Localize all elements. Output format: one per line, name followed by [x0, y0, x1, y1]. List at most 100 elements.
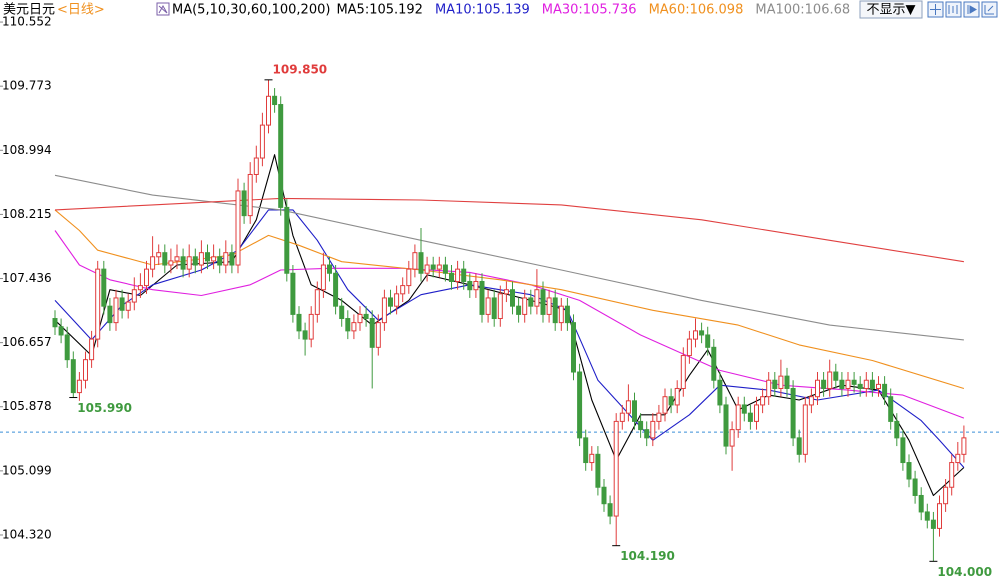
candle-body [241, 190, 247, 217]
legend-entry: MA60:106.098 [649, 3, 744, 18]
hide-button[interactable] [859, 0, 923, 19]
candle-body [302, 330, 308, 340]
y-tick-label: 107.436 [2, 271, 52, 285]
candle-body [229, 252, 235, 266]
candle-body [479, 280, 485, 315]
candle-body [754, 404, 759, 422]
candle-body [888, 396, 894, 422]
candle-body [95, 268, 101, 340]
candle-body [247, 173, 253, 217]
candle-body [534, 289, 540, 307]
candle-body [815, 379, 820, 398]
candle-body [442, 264, 448, 274]
candle-body [760, 396, 766, 406]
candle-body [528, 297, 534, 307]
candle-body [467, 280, 473, 291]
ma-line [54, 230, 965, 419]
candle-body [461, 268, 467, 282]
candle-body [339, 305, 345, 320]
candle-body [186, 256, 192, 270]
candle-body [253, 157, 259, 175]
extreme-label: 104.000 [937, 565, 992, 579]
hide-button-label[interactable]: 不显示▼ [867, 3, 916, 18]
candle-body [101, 268, 107, 307]
candle-body [619, 412, 625, 422]
indicator-icon-glyph [158, 4, 168, 14]
candle-body [741, 404, 747, 414]
y-tick-label: 106.657 [2, 335, 52, 349]
candle-body [107, 305, 113, 324]
candle-body [363, 313, 369, 320]
candle-body [89, 338, 95, 361]
candle-body [699, 330, 705, 336]
candle-body [705, 334, 711, 348]
tool-icon-glyph [967, 5, 977, 14]
candle-body [869, 379, 875, 389]
extreme-label: 104.190 [620, 549, 675, 563]
candle-body [259, 124, 265, 159]
candle-body [876, 383, 881, 389]
y-tick-label: 110.552 [2, 15, 52, 29]
candle-body [607, 503, 613, 517]
candle-body [345, 318, 351, 332]
candle-body [894, 420, 900, 439]
candle-body [272, 95, 278, 106]
candle-body [516, 305, 522, 315]
candle-body [113, 297, 119, 324]
candle-body [522, 297, 528, 315]
candle-body [601, 486, 607, 505]
legend-entry: MA5:105.192 [336, 3, 423, 18]
candle-body [595, 453, 601, 488]
candle-body [83, 359, 88, 381]
candle-body [583, 437, 589, 464]
candle-body [503, 289, 509, 295]
candle-body [137, 285, 143, 291]
candle-body [351, 322, 357, 332]
candle-body [900, 437, 906, 464]
candle-body [180, 256, 186, 270]
candle-body [937, 503, 942, 529]
candle-body [381, 297, 387, 324]
header: 美元日元 <日线> MA(5,10,30,60,100,200) MA5:105… [3, 0, 998, 19]
candle-body [943, 486, 949, 505]
y-tick-label: 109.773 [2, 79, 52, 93]
candle-body [168, 260, 174, 266]
candle-body [430, 264, 436, 270]
chart-title: 美元日元 [3, 3, 55, 18]
candle-body [70, 359, 76, 394]
candle-body [851, 379, 857, 385]
candle-body [162, 252, 168, 266]
candle-body [766, 379, 772, 398]
candle-body [613, 420, 619, 517]
candle-body [320, 264, 326, 291]
candle-body [930, 519, 936, 529]
candle-body [223, 252, 229, 266]
candle-body [266, 95, 271, 126]
period[interactable]: <日线> [57, 3, 105, 18]
candle-body [418, 252, 424, 274]
candle-body [150, 256, 156, 270]
candle-body [76, 379, 82, 394]
candle-body [449, 272, 454, 282]
candle-body [473, 280, 479, 291]
indicator[interactable]: MA(5,10,30,60,100,200) [172, 3, 330, 18]
candle-body [64, 334, 70, 361]
candle-body [827, 371, 833, 389]
candle-body [686, 338, 692, 357]
candle-body [644, 429, 650, 439]
candle-body [735, 404, 741, 431]
tool-icon-glyph [984, 5, 994, 15]
candle-body [949, 462, 955, 488]
plot-area: 109.850 105.990 104.190 104.000 110.552 109.7… [0, 15, 1000, 579]
candle-body [375, 322, 381, 348]
candle-body [906, 462, 912, 480]
y-tick-label: 105.099 [2, 463, 52, 477]
candle-body [729, 429, 735, 447]
candle-body [693, 330, 698, 340]
candle-body [235, 190, 241, 266]
tool-icon-glyph [948, 5, 958, 14]
candle-body [632, 400, 637, 422]
candle-body [955, 453, 961, 464]
candle-body [796, 437, 802, 455]
candle-body [638, 420, 644, 431]
